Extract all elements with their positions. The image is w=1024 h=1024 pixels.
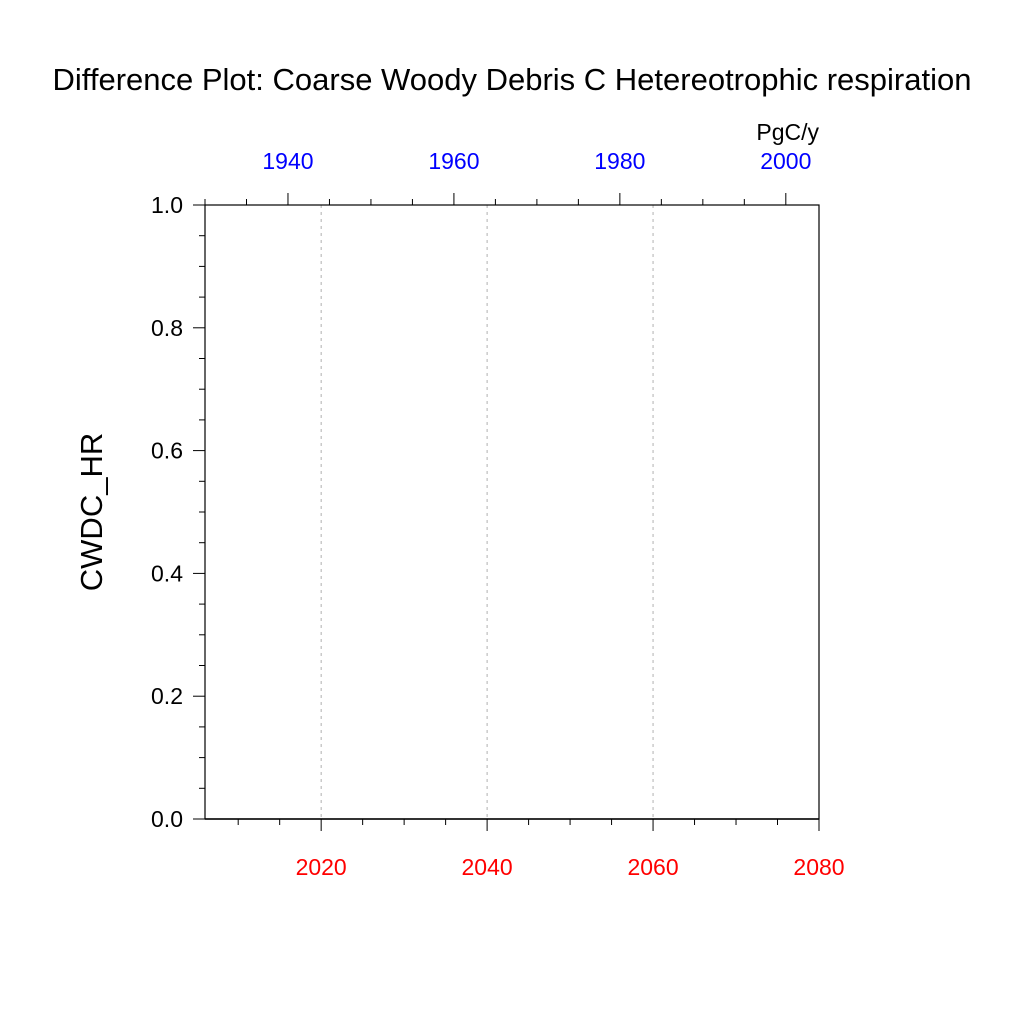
x-bottom-tick-label: 2060 [627,854,678,880]
y-tick-label: 0.4 [151,560,183,586]
tick-labels: 0.0 0.2 0.4 0.6 0.8 1.0 2020 2040 2060 2080 1940 19… [151,148,845,880]
y-tick-label: 0.8 [151,315,183,341]
x-bottom-tick-label: 2040 [462,854,513,880]
x-bottom-tick-label: 2020 [296,854,347,880]
units-label: PgC/y [756,119,819,145]
y-axis-label: CWDC_HR [74,433,109,591]
x-top-tick-label: 1980 [594,148,645,174]
chart-title: Difference Plot: Coarse Woody Debris C H… [53,62,972,97]
y-tick-label: 0.0 [151,806,183,832]
y-tick-label: 0.6 [151,438,183,464]
x-bottom-tick-label: 2080 [793,854,844,880]
y-tick-label: 0.2 [151,683,183,709]
plot-frame [204,204,820,820]
x-top-tick-label: 1940 [262,148,313,174]
x-top-tick-label: 1960 [428,148,479,174]
x-top-tick-label: 2000 [760,148,811,174]
tick-marks [193,193,820,831]
grid-lines [320,205,654,819]
y-tick-label: 1.0 [151,192,183,218]
